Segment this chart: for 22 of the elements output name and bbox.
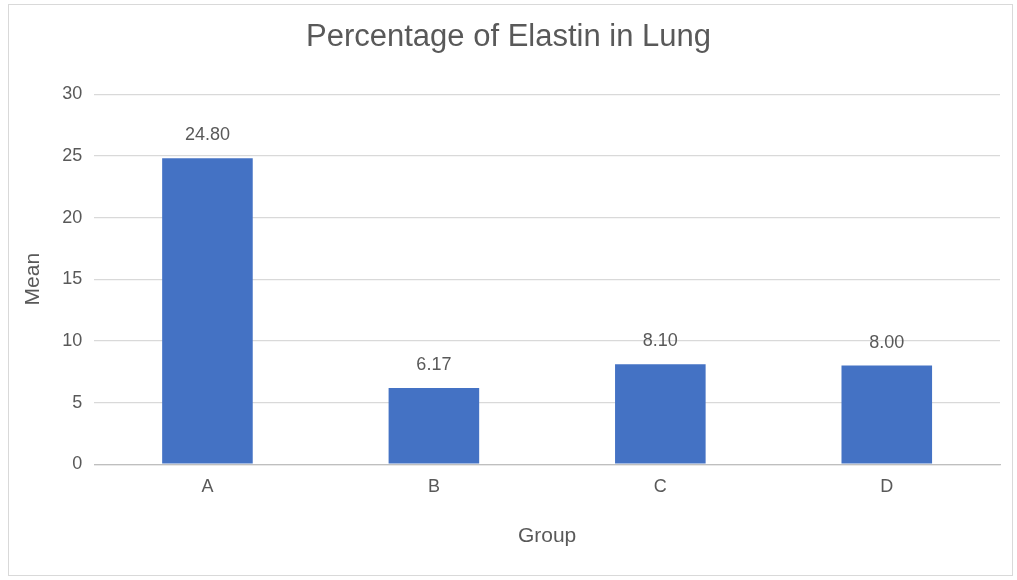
data-label: 6.17 bbox=[416, 354, 452, 375]
bar bbox=[388, 388, 480, 464]
y-tick-label: 20 bbox=[62, 206, 83, 227]
y-tick-label: 5 bbox=[72, 391, 83, 412]
bar bbox=[162, 158, 253, 464]
y-tick-label: 0 bbox=[72, 453, 83, 474]
x-axis-title: Group bbox=[517, 523, 577, 547]
x-tick-label: D bbox=[880, 475, 894, 496]
data-label: 8.00 bbox=[869, 331, 905, 352]
x-tick-label: C bbox=[653, 475, 667, 496]
y-axis-title: Mean bbox=[20, 252, 44, 306]
y-tick-label: 30 bbox=[62, 83, 83, 104]
bar bbox=[615, 364, 706, 464]
chart-title: Percentage of Elastin in Lung bbox=[306, 18, 711, 54]
y-tick-label: 25 bbox=[62, 144, 83, 165]
y-tick-label: 15 bbox=[62, 268, 83, 289]
x-tick-label: B bbox=[427, 475, 440, 496]
x-tick-label: A bbox=[201, 475, 214, 496]
data-label: 8.10 bbox=[642, 330, 678, 351]
y-tick-label: 10 bbox=[62, 329, 83, 350]
data-label: 24.80 bbox=[184, 124, 230, 145]
bar bbox=[841, 365, 933, 464]
